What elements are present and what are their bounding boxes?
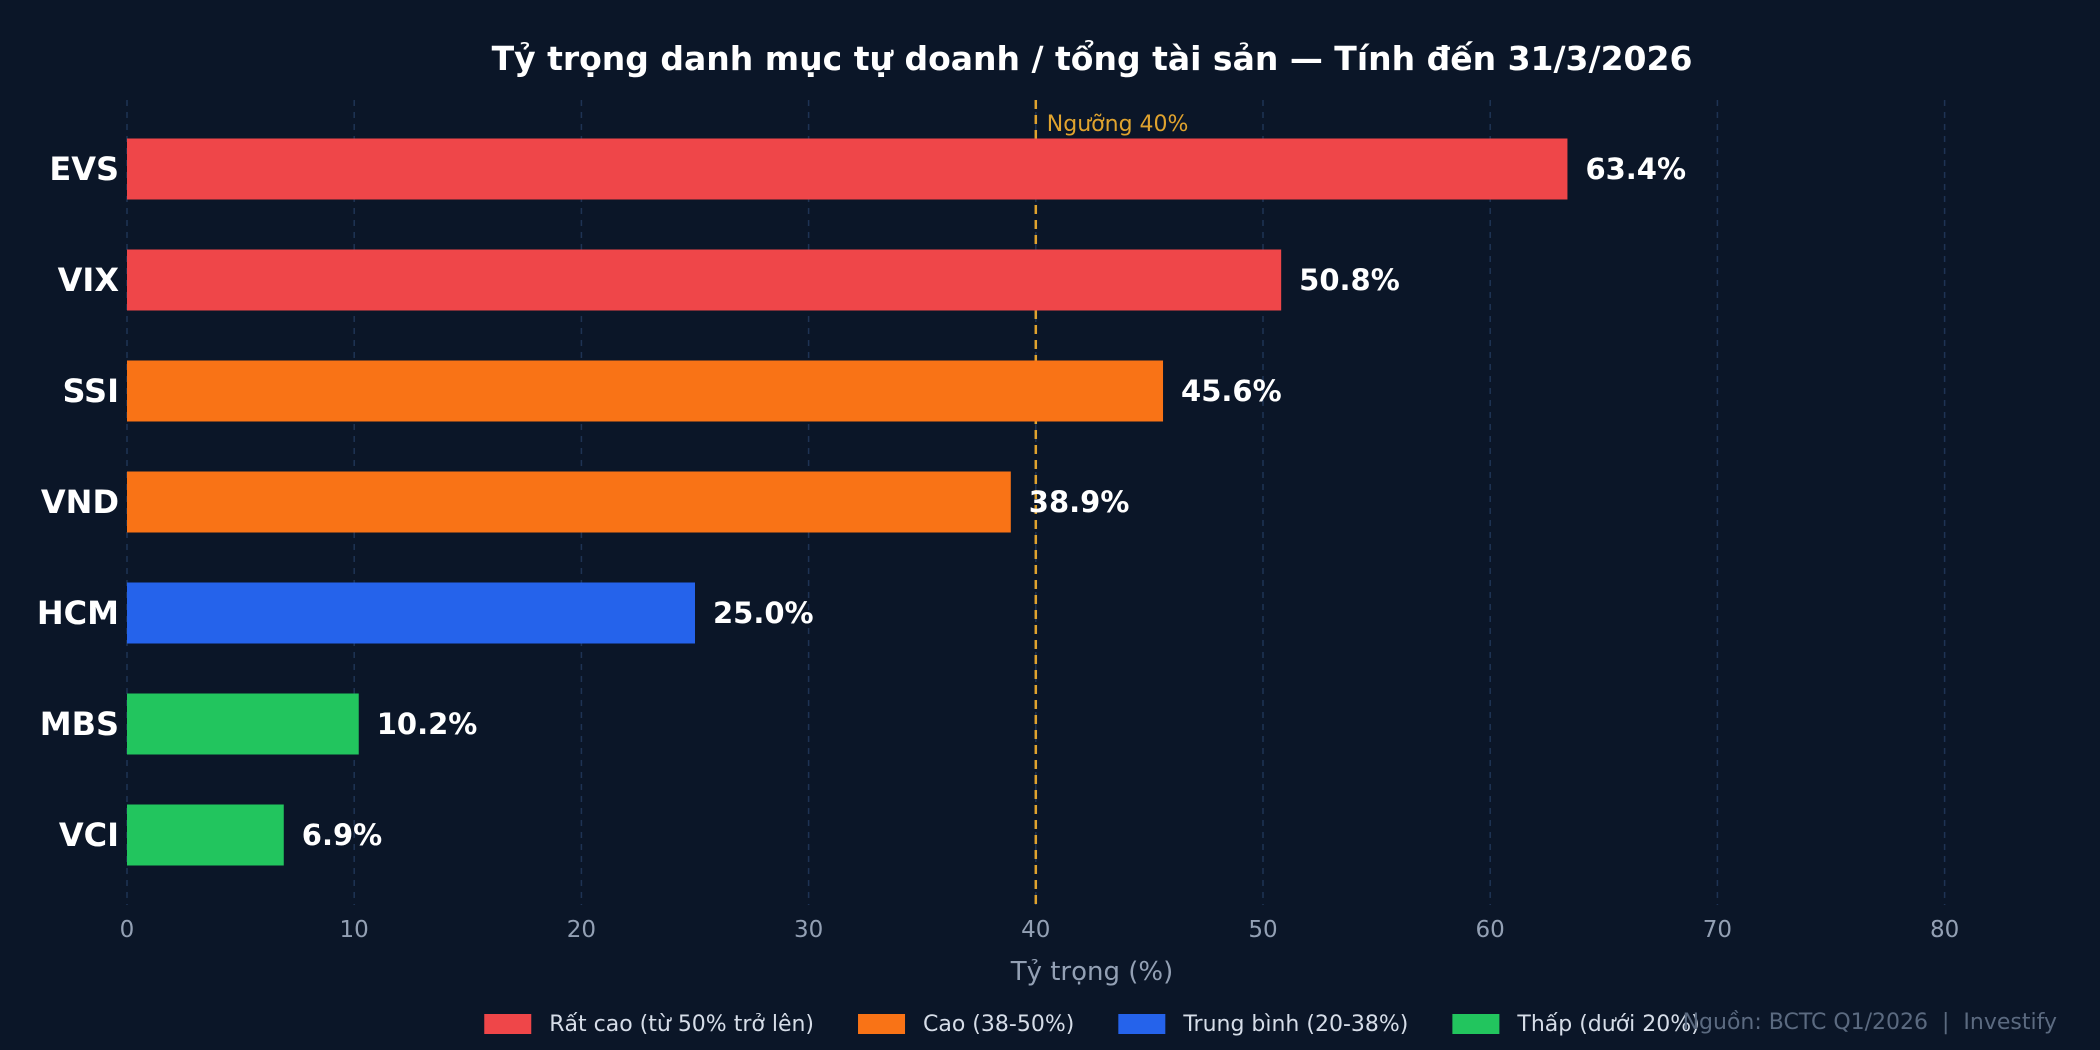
bar-hcm xyxy=(127,582,695,644)
value-label: 38.9% xyxy=(1029,485,1130,519)
legend-swatch-very_high xyxy=(484,1014,532,1034)
x-tick-label: 80 xyxy=(1930,917,1959,943)
value-label: 45.6% xyxy=(1181,374,1282,408)
x-tick-label: 30 xyxy=(794,917,823,943)
bar-vix xyxy=(127,249,1282,311)
value-label: 63.4% xyxy=(1585,152,1686,186)
category-label: VCI xyxy=(59,816,119,854)
grid-lines xyxy=(126,100,1946,905)
source-note: Nguồn: BCTC Q1/2026 | Investify xyxy=(1683,1010,2057,1035)
value-label: 25.0% xyxy=(713,596,814,630)
x-tick-label: 60 xyxy=(1476,917,1505,943)
x-tick-label: 70 xyxy=(1703,917,1732,943)
category-label: MBS xyxy=(40,705,119,743)
legend-swatch-low xyxy=(1452,1014,1500,1034)
value-label: 50.8% xyxy=(1299,263,1400,297)
legend-label: Thấp (dưới 20%) xyxy=(1516,1012,1699,1037)
category-label: HCM xyxy=(37,594,119,632)
legend-label: Rất cao (từ 50% trở lên) xyxy=(549,1012,814,1037)
category-label: EVS xyxy=(49,150,119,188)
legend-label: Trung bình (20-38%) xyxy=(1182,1012,1408,1037)
legend-label: Cao (38-50%) xyxy=(923,1012,1074,1037)
bars-group xyxy=(127,138,1568,866)
labels-group: EVS 63.4% VIX 50.8% SSI 45.6% VND 38.9% HCM 25.0%… xyxy=(37,150,1686,854)
x-tick-label: 40 xyxy=(1021,917,1050,943)
x-tick-label: 10 xyxy=(340,917,369,943)
category-label: VIX xyxy=(58,261,120,299)
x-axis-title: Tỷ trọng (%) xyxy=(1010,957,1174,987)
bar-vnd xyxy=(127,471,1011,533)
x-tick-label: 50 xyxy=(1248,917,1277,943)
bar-evs xyxy=(127,138,1568,200)
x-axis-ticks: 0 10 20 30 40 50 60 70 80 xyxy=(120,917,1960,943)
legend-swatch-medium xyxy=(1118,1014,1166,1034)
bar-ssi xyxy=(127,360,1164,422)
category-label: VND xyxy=(41,483,119,521)
threshold-label: Ngưỡng 40% xyxy=(1047,112,1189,137)
threshold-group: Ngưỡng 40% xyxy=(1034,100,1189,905)
value-label: 6.9% xyxy=(302,818,382,852)
x-tick-label: 20 xyxy=(567,917,596,943)
x-tick-label: 0 xyxy=(120,917,135,943)
chart-title: Tỷ trọng danh mục tự doanh / tổng tài sả… xyxy=(492,38,1693,78)
legend: Rất cao (từ 50% trở lên) Cao (38-50%) Trun… xyxy=(484,1012,1700,1037)
legend-swatch-high xyxy=(858,1014,906,1034)
bar-vci xyxy=(127,804,284,866)
category-label: SSI xyxy=(62,372,119,410)
bar-mbs xyxy=(127,693,359,755)
value-label: 10.2% xyxy=(377,707,478,741)
